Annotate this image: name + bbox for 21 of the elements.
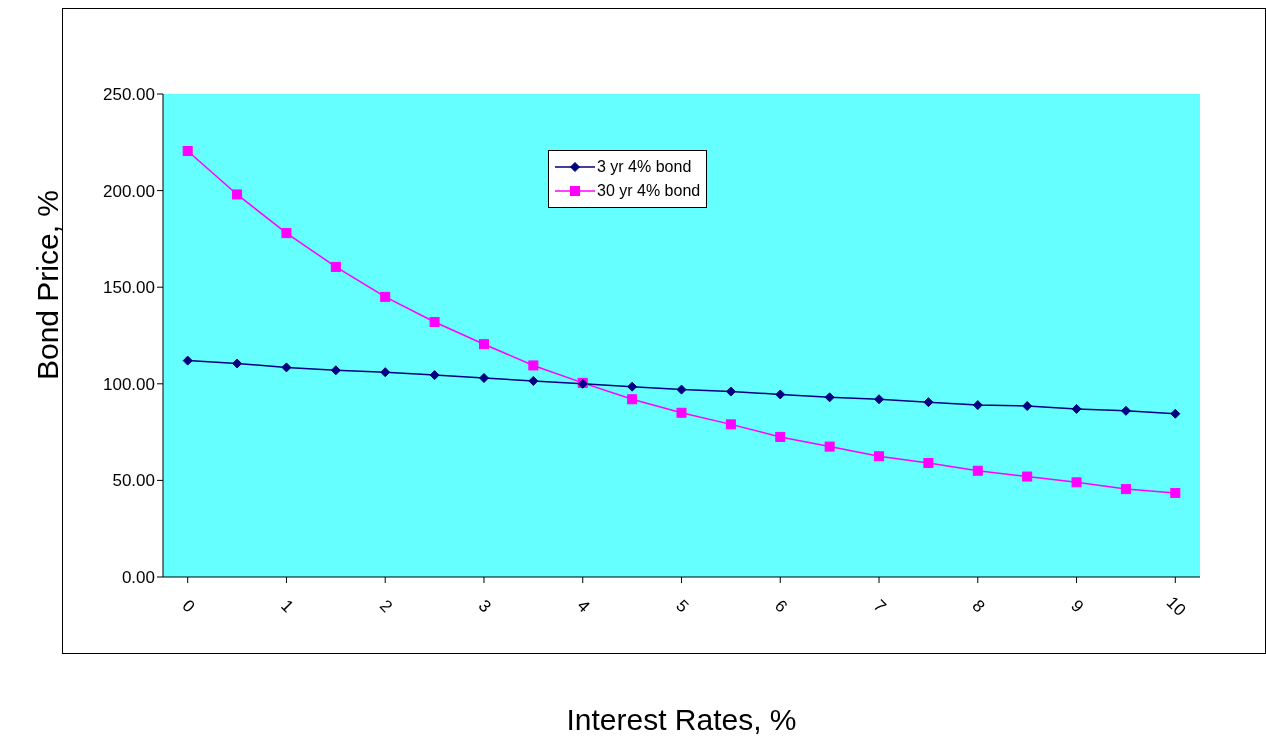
x-tick-label: 8 (968, 596, 989, 617)
legend-label: 3 yr 4% bond (597, 158, 692, 176)
y-tick-label: 50.00 (112, 471, 155, 491)
x-tick-label: 4 (573, 596, 594, 617)
legend-label: 30 yr 4% bond (597, 182, 701, 200)
x-tick-label: 3 (474, 596, 495, 617)
y-axis-title: Bond Price, % (31, 188, 65, 383)
x-axis-title: Interest Rates, % (565, 703, 798, 737)
y-tick-label: 100.00 (103, 374, 155, 394)
y-tick-label: 150.00 (103, 278, 155, 298)
y-tick-label: 0.00 (121, 568, 155, 588)
x-tick-label: 0 (178, 596, 199, 617)
x-tick-label: 9 (1067, 596, 1088, 617)
x-tick-label: 5 (672, 596, 693, 617)
x-tick-label: 6 (770, 596, 792, 617)
y-tick-label: 200.00 (103, 181, 155, 201)
y-tick-label: 250.00 (103, 85, 155, 105)
x-tick-label: 2 (375, 596, 396, 617)
x-tick-label: 10 (1162, 592, 1190, 620)
x-tick-label: 7 (869, 596, 890, 617)
x-tick-label: 1 (277, 596, 298, 617)
